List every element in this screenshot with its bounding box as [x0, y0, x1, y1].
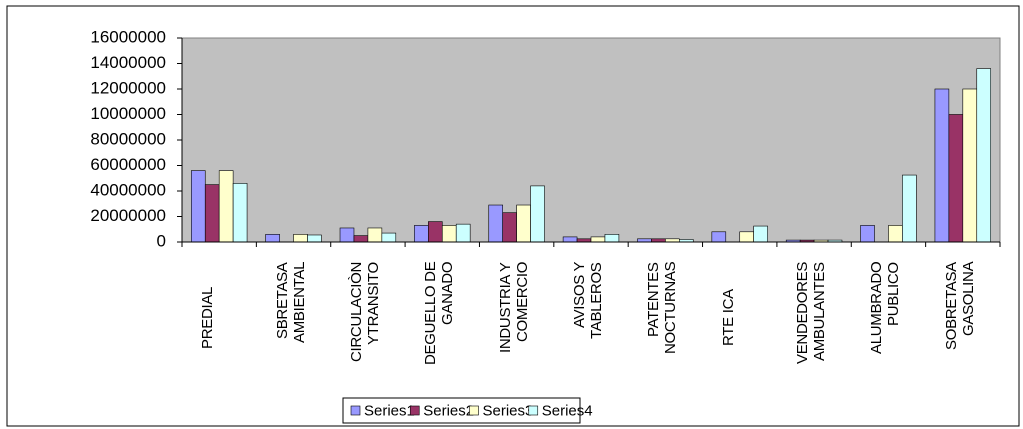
y-tick-label: 20000000 — [90, 206, 166, 225]
bar — [428, 221, 443, 243]
legend-label: Series1 — [364, 402, 415, 419]
bar — [590, 236, 606, 243]
y-tick-label: 10000000 — [90, 104, 166, 123]
x-tick-label: INDUSTRIA Y COMERCIO — [496, 262, 531, 353]
bar — [888, 225, 903, 243]
legend-swatch — [469, 405, 479, 416]
legend-box — [342, 397, 581, 424]
x-tick-label: PATENTES NOCTURNAS — [645, 262, 680, 355]
y-tick-label: 80000000 — [90, 129, 166, 148]
bar — [502, 212, 517, 243]
bar — [902, 174, 917, 243]
bar — [455, 223, 471, 243]
bar — [218, 170, 234, 243]
bar — [307, 234, 322, 243]
y-tick-label: 12000000 — [90, 78, 166, 97]
bar — [753, 225, 768, 243]
y-tick-label: 14000000 — [90, 53, 166, 72]
y-tick-label: 40000000 — [90, 180, 166, 199]
y-tick-label: 60000000 — [90, 155, 166, 174]
bar — [530, 185, 545, 243]
x-tick-label: DEGUELLO DE GANADO — [422, 262, 457, 366]
bar — [516, 204, 531, 243]
bar — [562, 236, 578, 243]
bar — [948, 114, 964, 243]
x-tick-label: PREDIAL — [199, 286, 217, 350]
bar — [293, 234, 308, 243]
bar — [604, 234, 620, 243]
bar — [353, 235, 369, 243]
x-tick-label: RTE ICA — [719, 289, 737, 347]
bar — [339, 227, 355, 243]
y-tick-label: 0 — [157, 231, 166, 250]
bar — [441, 225, 457, 243]
bar — [711, 231, 727, 243]
y-tick-label: 16000000 — [90, 27, 166, 46]
bar — [962, 88, 978, 243]
bar — [381, 232, 397, 243]
bar — [414, 225, 429, 243]
bar — [739, 231, 754, 243]
legend-label: Series2 — [423, 402, 474, 419]
x-tick-label: AVISOS Y TABLEROS — [571, 262, 605, 339]
bar — [488, 204, 503, 243]
bar — [976, 68, 992, 243]
legend-swatch — [350, 405, 361, 416]
legend-label: Series3 — [483, 402, 534, 419]
x-tick-label: SOBRETASA GASOLINA — [942, 262, 977, 350]
legend-swatch — [409, 405, 420, 416]
bar — [190, 170, 206, 243]
x-tick-label: CIRCULACIÒN YTRANSITO — [347, 262, 382, 363]
bar — [204, 184, 220, 243]
legend-label: Series4 — [542, 402, 593, 419]
legend-swatch — [528, 405, 539, 416]
x-tick-label: SBRETASA AMBIENTAL — [273, 262, 308, 344]
bar — [265, 234, 280, 243]
plot-area — [181, 37, 1001, 243]
x-tick-label: VENDEDORES AMBULANTES — [794, 262, 829, 365]
x-tick-label: ALUMBRADO PUBLICO — [868, 262, 903, 355]
bar — [860, 225, 875, 243]
bar — [367, 227, 383, 243]
bar — [934, 88, 950, 243]
bar — [232, 183, 248, 243]
